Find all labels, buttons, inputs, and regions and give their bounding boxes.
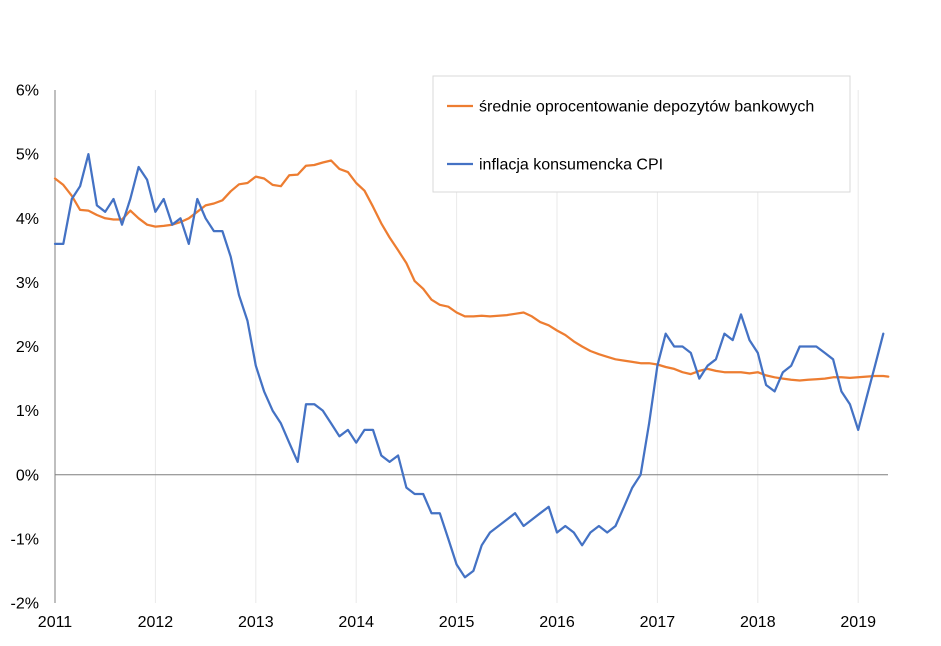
legend: średnie oprocentowanie depozytów bankowy… [432, 75, 851, 193]
y-tick-label: 1% [16, 403, 39, 420]
x-tick-label: 2014 [338, 614, 374, 631]
y-tick-label: 3% [16, 275, 39, 292]
x-tick-label: 2012 [138, 614, 174, 631]
x-tick-label: 2018 [740, 614, 776, 631]
y-tick-label: -1% [11, 531, 39, 548]
x-tick-label: 2017 [640, 614, 676, 631]
x-tick-label: 2019 [840, 614, 876, 631]
y-tick-label: 5% [16, 147, 39, 164]
x-tick-label: 2016 [539, 614, 575, 631]
legend-label: średnie oprocentowanie depozytów bankowy… [479, 99, 814, 116]
series-layer [53, 152, 890, 579]
x-tick-label: 2013 [238, 614, 274, 631]
legend-label: inflacja konsumencka CPI [479, 157, 663, 174]
y-tick-label: 4% [16, 211, 39, 228]
y-tick-label: 0% [16, 467, 39, 484]
y-tick-label: -2% [11, 596, 39, 613]
y-tick-label: 6% [16, 83, 39, 100]
series-line-deposit-rate [53, 159, 890, 382]
legend-box [432, 75, 851, 193]
axis-layer: 6% 5% 4% 3% 2% 1% 0% -1% -2%2011 2012 2013 2014 2015… [11, 83, 888, 631]
x-tick-label: 2011 [38, 614, 73, 631]
x-tick-label: 2015 [439, 614, 475, 631]
y-tick-label: 2% [16, 339, 39, 356]
series-line-cpi-inflation [53, 152, 885, 579]
